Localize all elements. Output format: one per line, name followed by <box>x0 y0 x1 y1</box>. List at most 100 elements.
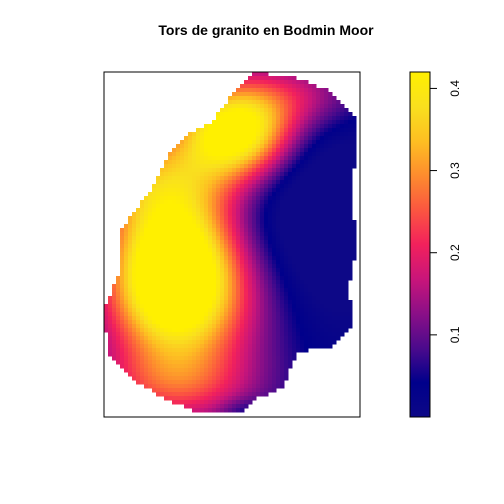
heat-cell <box>188 356 193 361</box>
heat-cell <box>252 112 257 117</box>
heat-cell <box>264 172 269 177</box>
heat-cell <box>240 344 245 349</box>
heat-cell <box>156 372 161 377</box>
heat-cell <box>300 172 305 177</box>
heat-cell <box>196 220 201 225</box>
heat-cell <box>320 332 325 337</box>
heat-cell <box>348 112 353 117</box>
heat-cell <box>328 232 333 237</box>
heat-cell <box>316 188 321 193</box>
heat-cell <box>208 308 213 313</box>
heat-cell <box>232 376 237 381</box>
heat-cell <box>132 340 137 345</box>
heat-cell <box>292 88 297 93</box>
heat-cell <box>140 376 145 381</box>
heat-cell <box>248 376 253 381</box>
heat-cell <box>208 228 213 233</box>
heat-cell <box>284 364 289 369</box>
heat-cell <box>172 272 177 277</box>
heat-cell <box>208 392 213 397</box>
heat-cell <box>224 112 229 117</box>
heat-cell <box>244 156 249 161</box>
heat-cell <box>120 280 125 285</box>
heat-cell <box>188 404 193 409</box>
heat-cell <box>200 396 205 401</box>
heat-cell <box>220 260 225 265</box>
heat-cell <box>204 148 209 153</box>
heat-cell <box>180 384 185 389</box>
heat-cell <box>348 168 353 173</box>
heat-cell <box>176 348 181 353</box>
heat-cell <box>112 344 117 349</box>
heat-cell <box>352 156 357 161</box>
heat-cell <box>140 260 145 265</box>
heat-cell <box>180 168 185 173</box>
heat-cell <box>228 192 233 197</box>
heat-cell <box>204 132 209 137</box>
heat-cell <box>284 320 289 325</box>
heat-cell <box>276 236 281 241</box>
heat-cell <box>340 208 345 213</box>
heat-cell <box>132 216 137 221</box>
heat-cell <box>188 316 193 321</box>
heat-cell <box>248 400 253 405</box>
heat-cell <box>152 184 157 189</box>
heat-cell <box>108 336 113 341</box>
heat-cell <box>220 164 225 169</box>
heat-cell <box>212 268 217 273</box>
heat-cell <box>212 176 217 181</box>
heat-cell <box>292 176 297 181</box>
heat-cell <box>188 296 193 301</box>
heat-cell <box>148 352 153 357</box>
heat-cell <box>252 272 257 277</box>
heat-cell <box>348 180 353 185</box>
heat-cell <box>280 212 285 217</box>
heat-cell <box>316 288 321 293</box>
heat-cell <box>280 360 285 365</box>
heat-cell <box>300 336 305 341</box>
heat-cell <box>252 392 257 397</box>
heat-cell <box>196 344 201 349</box>
heat-cell <box>288 296 293 301</box>
heat-cell <box>256 220 261 225</box>
heat-cell <box>176 264 181 269</box>
heat-cell <box>152 228 157 233</box>
heat-cell <box>280 340 285 345</box>
heat-cell <box>224 256 229 261</box>
heat-cell <box>272 260 277 265</box>
heat-cell <box>304 192 309 197</box>
heat-cell <box>224 180 229 185</box>
heat-cell <box>260 84 265 89</box>
heat-cell <box>272 376 277 381</box>
heat-cell <box>196 352 201 357</box>
heat-cell <box>280 356 285 361</box>
heat-cell <box>160 320 165 325</box>
heat-cell <box>168 164 173 169</box>
heat-cell <box>216 340 221 345</box>
heat-cell <box>276 264 281 269</box>
heat-cell <box>328 332 333 337</box>
heat-cell <box>212 328 217 333</box>
heat-cell <box>240 372 245 377</box>
heat-cell <box>204 244 209 249</box>
heat-cell <box>216 272 221 277</box>
heat-cell <box>300 100 305 105</box>
heat-cell <box>220 112 225 117</box>
heat-cell <box>312 120 317 125</box>
heat-cell <box>340 240 345 245</box>
heat-cell <box>264 264 269 269</box>
heat-cell <box>240 132 245 137</box>
heat-cell <box>308 156 313 161</box>
heat-cell <box>340 140 345 145</box>
heat-cell <box>340 164 345 169</box>
heat-cell <box>176 380 181 385</box>
heat-cell <box>124 268 129 273</box>
heat-cell <box>292 212 297 217</box>
heat-cell <box>332 180 337 185</box>
heat-cell <box>336 116 341 121</box>
heat-cell <box>248 316 253 321</box>
heat-cell <box>316 140 321 145</box>
heat-cell <box>188 352 193 357</box>
heat-cell <box>304 304 309 309</box>
heat-cell <box>244 256 249 261</box>
